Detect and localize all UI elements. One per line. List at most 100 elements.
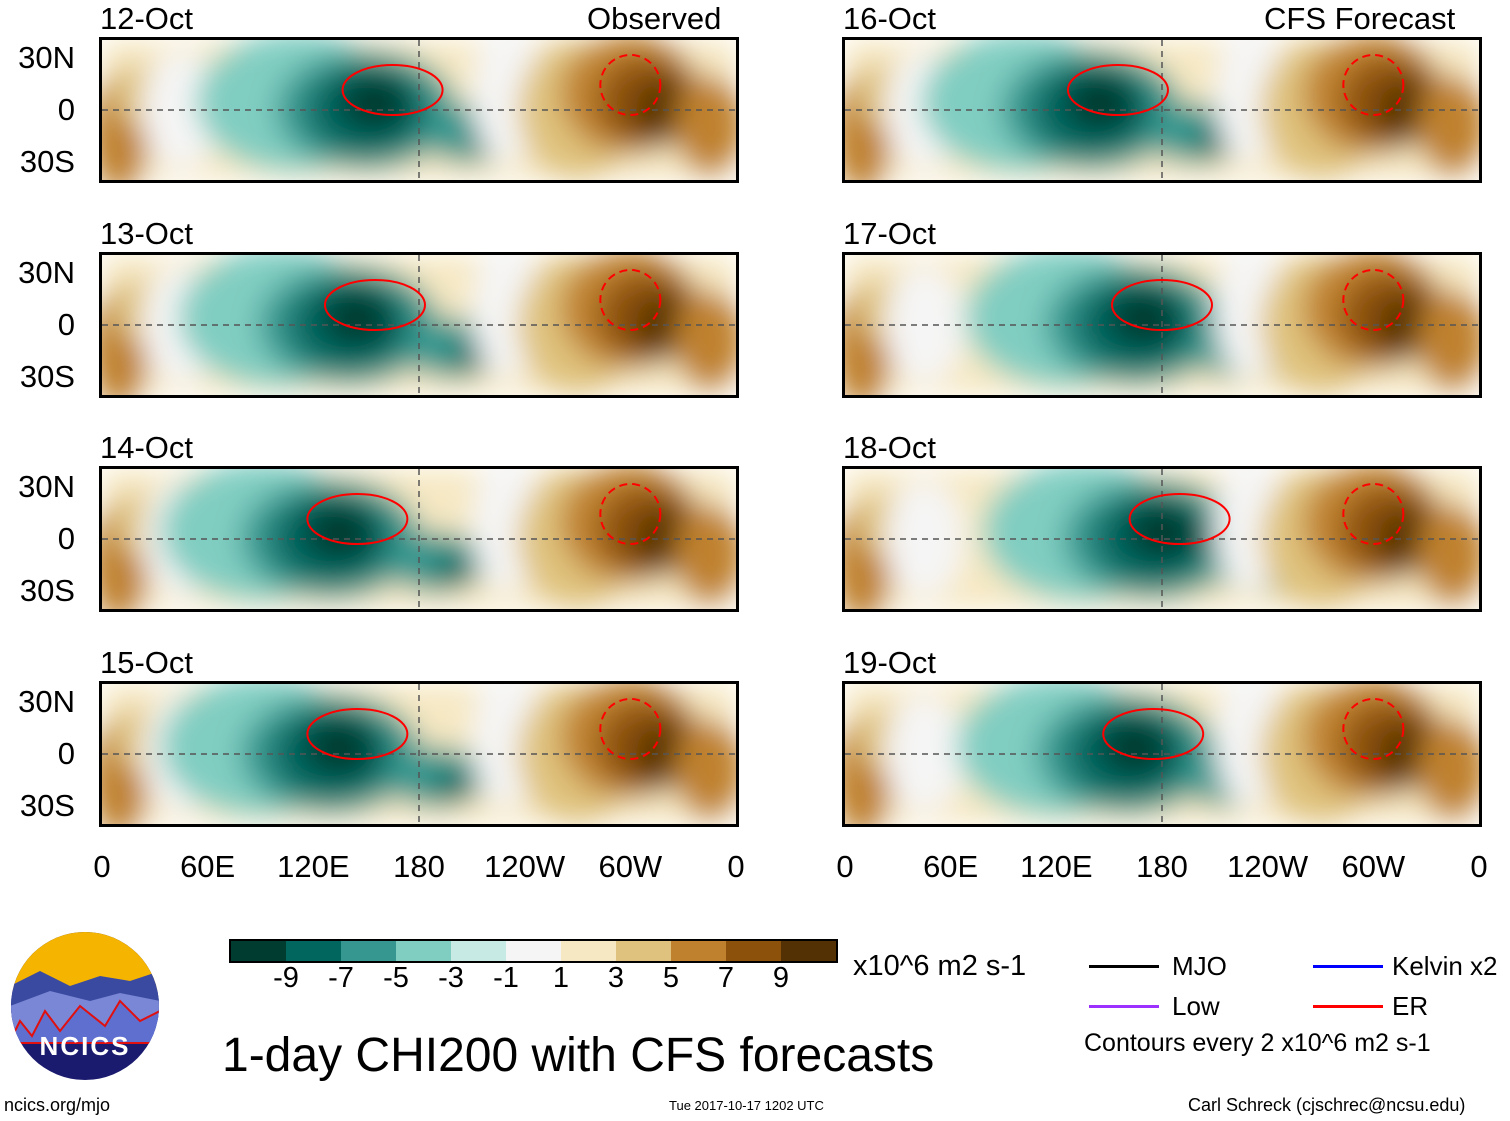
lat-label: 30N [18,40,75,75]
colorbar-tick-label: 9 [772,962,790,994]
colorbar-swatch [341,941,396,961]
lat-label: 30S [19,144,75,179]
anomaly-blob [432,555,477,586]
colorbar-swatch [396,941,451,961]
er-contour-positive [1128,493,1231,545]
anomaly-blob [304,716,375,777]
er-contour-positive [341,64,444,116]
map-panel [99,252,739,398]
lat-label: 30S [19,359,75,394]
er-contour-negative [1342,698,1405,760]
er-contour-positive [323,279,426,331]
mjo-line-swatch [1089,965,1159,968]
lat-label: 0 [57,92,75,127]
colorbar-tick-label: -1 [493,962,519,994]
kelvin-line-swatch [1313,965,1383,968]
lon-label: 60W [598,849,663,884]
colorbar-tick-label: -9 [273,962,299,994]
footer-author: Carl Schreck (cjschrec@ncsu.edu) [1188,1095,1466,1115]
er-contour-negative [1342,483,1405,545]
er-contour-negative [599,483,662,545]
lon-label: 180 [1136,849,1188,884]
anomaly-blob [1417,719,1479,820]
er-contour-positive [306,493,409,545]
lon-label: 120E [277,849,350,884]
map-panel [842,681,1482,827]
contour-note: Contours every 2 x10^6 m2 s-1 [1084,1029,1431,1057]
er-contour-negative [599,698,662,760]
anomaly-blob [674,504,736,605]
er-contour-negative [599,54,662,116]
map-panel [99,681,739,827]
forecast-label: CFS Forecast [1264,1,1456,36]
lat-label: 30N [18,684,75,719]
lon-label: 0 [1470,849,1488,884]
er-contour-positive [1066,64,1169,116]
anomaly-blob [674,75,736,176]
footer-timestamp: Tue 2017-10-17 1202 UTC [669,1098,824,1113]
legend-er: ER [1392,991,1429,1021]
anomaly-blob [674,290,736,391]
map-panel [99,37,739,183]
colorbar-swatch [451,941,506,961]
observed-label: Observed [587,1,722,36]
low-line-swatch [1089,1005,1159,1008]
er-line-swatch [1313,1005,1383,1008]
colorbar [229,939,838,963]
anomaly-blob [1417,504,1479,605]
colorbar-swatch [286,941,341,961]
colorbar-tick-label: 5 [662,962,680,994]
panel-date: 15-Oct [100,645,194,680]
lon-label: 120W [1227,849,1309,884]
anomaly-blob [1065,72,1136,133]
map-panel [842,252,1482,398]
lat-label: 30N [18,255,75,290]
colorbar-tick-label: 3 [607,962,625,994]
colorbar-tick-label: 1 [552,962,570,994]
lon-label: 0 [836,849,854,884]
observed-heading-date: 12-Oct [100,1,194,36]
legend-kelvin: Kelvin x2 [1392,951,1498,981]
lon-label: 60E [180,849,236,884]
colorbar-swatch [231,941,286,961]
lon-label: 120W [484,849,566,884]
lon-label: 0 [727,849,745,884]
er-contour-positive [1102,708,1205,760]
panel-date: 14-Oct [100,430,194,465]
forecast-heading-date: 16-Oct [843,1,937,36]
anomaly-blob [432,770,477,801]
er-contour-positive [306,708,409,760]
ncics-logo: NCICS [11,932,159,1080]
colorbar-tick-label: -3 [438,962,464,994]
colorbar-swatch [726,941,781,961]
map-panel [842,466,1482,612]
map-panel [842,37,1482,183]
anomaly-blob [1417,290,1479,391]
er-contour-negative [599,269,662,331]
lon-label: 60W [1341,849,1406,884]
lat-label: 30S [19,788,75,823]
lat-label: 30S [19,573,75,608]
colorbar-swatch [506,941,561,961]
panel-date: 19-Oct [843,645,937,680]
anomaly-blob [339,72,410,133]
colorbar-tick-label: -7 [328,962,354,994]
anomaly-blob [304,501,375,562]
panel-date: 13-Oct [100,216,194,251]
colorbar-swatch [561,941,616,961]
legend-mjo: MJO [1172,951,1227,981]
anomaly-blob [674,719,736,820]
colorbar-swatch [616,941,671,961]
lon-label: 60E [923,849,979,884]
colorbar-tick-label: 7 [717,962,735,994]
lon-label: 180 [393,849,445,884]
svg-text:NCICS: NCICS [40,1031,131,1061]
anomaly-blob [1417,75,1479,176]
panel-date: 17-Oct [843,216,937,251]
figure-title: 1-day CHI200 with CFS forecasts [222,1029,935,1082]
footer-website[interactable]: ncics.org/mjo [4,1095,111,1115]
colorbar-swatch [781,941,836,961]
er-contour-negative [1342,269,1405,331]
anomaly-blob [322,287,393,348]
lat-label: 0 [57,521,75,556]
